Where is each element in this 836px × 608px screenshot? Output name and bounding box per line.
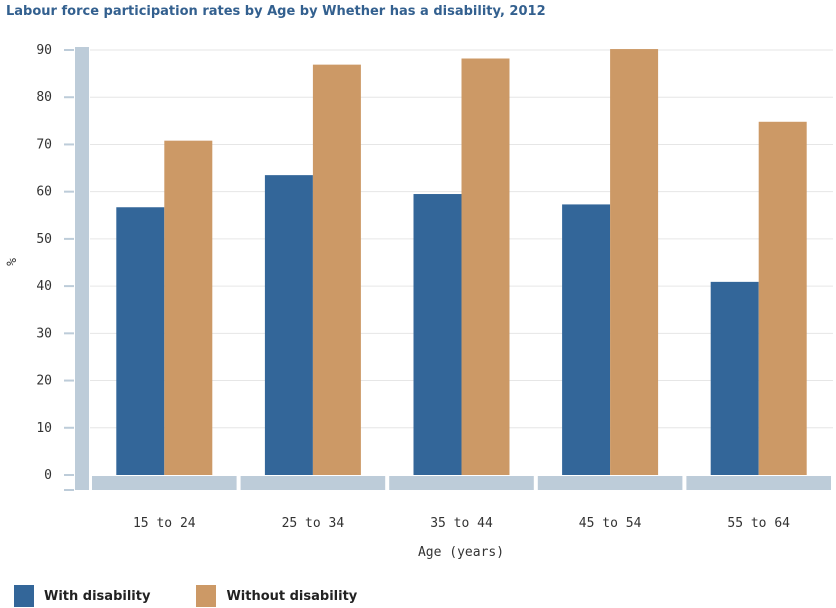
y-tick-label: 70 <box>36 137 52 152</box>
y-tick-label: 40 <box>36 279 52 294</box>
x-tick-labels: 15 to 24 25 to 34 35 to 44 45 to 54 55 to 64 <box>133 516 790 531</box>
bar-with-disability <box>413 194 462 475</box>
bar-with-disability <box>116 207 165 475</box>
bars <box>116 49 807 476</box>
bar-with-disability <box>264 175 313 475</box>
chart-title: Labour force participation rates by Age … <box>6 4 546 19</box>
x-tick-label: 25 to 34 <box>282 516 345 531</box>
x-tick-label: 55 to 64 <box>727 516 790 531</box>
y-tick-label: 30 <box>36 326 52 341</box>
bar-without-disability <box>758 121 807 476</box>
x-axis-segment <box>389 476 534 490</box>
legend: With disability Without disability <box>14 584 403 608</box>
y-tick-label: 90 <box>36 43 52 58</box>
bar-chart: 0 10 20 30 40 50 60 70 80 90 15 to 24 25 to 34 35 t… <box>5 43 833 560</box>
legend-label-with-disability: With disability <box>44 588 151 604</box>
y-tick-label: 50 <box>36 232 52 247</box>
y-tick-label: 0 <box>44 468 52 483</box>
y-tick-label: 20 <box>36 374 52 389</box>
bar-without-disability <box>610 49 659 476</box>
legend-label-without-disability: Without disability <box>226 588 358 604</box>
x-axis-segment <box>92 476 237 490</box>
bar-with-disability <box>562 204 611 475</box>
legend-item-without-disability: Without disability <box>196 585 357 607</box>
y-tick-labels: 0 10 20 30 40 50 60 70 80 90 <box>36 43 52 483</box>
legend-item-with-disability: With disability <box>14 585 150 607</box>
y-axis-title: % <box>5 258 20 266</box>
bar-without-disability <box>164 140 213 475</box>
x-axis-segment <box>240 476 386 490</box>
bar-with-disability <box>710 281 759 475</box>
bar-without-disability <box>461 58 510 475</box>
x-axis-title: Age (years) <box>418 545 504 560</box>
y-tick-label: 80 <box>36 90 52 105</box>
x-tick-label: 35 to 44 <box>430 516 493 531</box>
bar-without-disability <box>312 64 361 475</box>
axis-frame <box>64 47 831 491</box>
x-axis-segment <box>537 476 683 490</box>
y-tick-label: 10 <box>36 421 52 436</box>
legend-swatch-without-disability <box>196 585 217 607</box>
y-tick-label: 60 <box>36 185 52 200</box>
legend-swatch-with-disability <box>14 585 34 607</box>
y-axis-bar <box>75 47 89 490</box>
x-tick-label: 45 to 54 <box>579 516 642 531</box>
x-axis-segment <box>686 476 831 490</box>
x-tick-label: 15 to 24 <box>133 516 196 531</box>
